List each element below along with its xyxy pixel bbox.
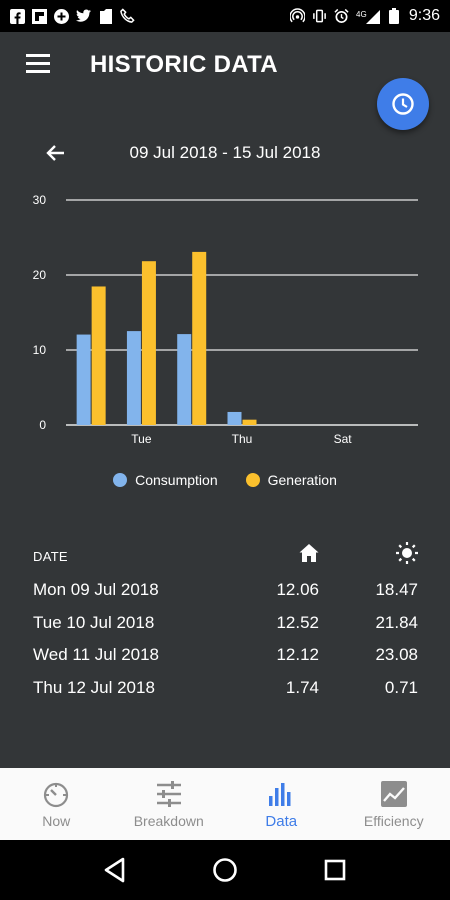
sim-icon [98, 8, 113, 24]
nav-item-now[interactable]: Now [0, 768, 113, 840]
system-navigation-bar [0, 840, 450, 900]
row-consumption: 12.12 [276, 645, 319, 664]
home-icon [298, 542, 320, 564]
hotspot-icon [289, 8, 305, 24]
row-consumption: 12.06 [276, 580, 319, 599]
bar-consumption-tue [126, 331, 141, 425]
row-consumption: 12.52 [276, 612, 319, 632]
legend-dot-generation [245, 473, 260, 487]
row-date: Tue 10 Jul 2018 [33, 612, 155, 632]
app-bar: HISTORIC DATA [0, 32, 450, 96]
table-row: Tue 10 Jul 2018 12.52 21.84 [33, 607, 419, 640]
status-time: 9:36 [408, 7, 440, 24]
recents-square-icon[interactable] [321, 856, 349, 884]
home-circle-icon[interactable] [211, 856, 239, 884]
status-bar: 4G 9:36 [0, 0, 450, 32]
legend-dot-consumption [113, 473, 128, 487]
bar-generation-mon [91, 286, 106, 425]
x-tick-label: Thu [232, 432, 253, 446]
twitter-icon [76, 9, 91, 24]
nav-item-breakdown[interactable]: Breakdown [113, 768, 226, 840]
bar-generation-wed [192, 251, 207, 425]
signal-icon: 4G [356, 9, 380, 24]
bar-consumption-wed [177, 334, 192, 425]
week-range-label: 09 Jul 2018 - 15 Jul 2018 [129, 143, 321, 162]
clock-icon [392, 93, 414, 115]
bottom-navigation: Now Breakdown Data Efficiency [0, 768, 450, 840]
y-tick-label: 20 [33, 268, 47, 282]
back-arrow-icon[interactable] [44, 141, 68, 165]
nav-label-data: Data [265, 813, 298, 830]
y-tick-label: 0 [39, 418, 46, 432]
x-tick-label: Tue [131, 432, 152, 446]
sliders-icon [156, 781, 181, 807]
battery-icon [387, 8, 402, 24]
y-tick-label: 10 [33, 343, 47, 357]
nav-label-breakdown: Breakdown [133, 813, 204, 829]
bar-generation-thu [242, 419, 257, 425]
alarm-icon [334, 8, 349, 24]
table-row: Thu 12 Jul 2018 1.74 0.71 [33, 672, 419, 705]
legend-item-consumption: Consumption [113, 472, 218, 488]
row-generation: 18.47 [375, 580, 418, 599]
flipboard-icon [32, 8, 47, 24]
menu-icon[interactable] [26, 54, 52, 74]
facebook-icon [10, 8, 25, 24]
nav-item-efficiency[interactable]: Efficiency [338, 768, 450, 840]
legend-label-consumption: Consumption [135, 472, 218, 488]
trend-chart-icon [380, 781, 407, 807]
legend-item-generation: Generation [245, 472, 337, 488]
row-generation: 0.71 [384, 677, 418, 697]
x-tick-label: Sat [334, 432, 353, 446]
phone-icon [120, 8, 135, 24]
history-fab-button[interactable] [377, 78, 429, 130]
gauge-icon [44, 782, 69, 808]
row-date: Thu 12 Jul 2018 [33, 677, 155, 697]
row-date: Mon 09 Jul 2018 [33, 580, 159, 599]
network-type-label: 4G [356, 10, 367, 19]
app-screen: HISTORIC DATA 09 Jul 2018 - 15 Jul 2018 … [0, 32, 450, 768]
row-date: Wed 11 Jul 2018 [33, 645, 160, 664]
week-navigation: 09 Jul 2018 - 15 Jul 2018 [0, 138, 450, 168]
chart-legend: Consumption Generation [0, 472, 450, 488]
plus-icon [54, 8, 69, 24]
header-date: DATE [33, 549, 68, 564]
row-generation: 23.08 [375, 645, 418, 664]
nav-label-efficiency: Efficiency [363, 813, 424, 829]
sun-icon [395, 541, 419, 565]
nav-label-now: Now [42, 813, 71, 829]
legend-label-generation: Generation [267, 472, 337, 488]
bar-chart: 0 10 20 30 Tue Thu Sat [0, 182, 450, 462]
bar-chart-icon [269, 783, 291, 806]
back-triangle-icon[interactable] [101, 856, 129, 884]
table-header: DATE [33, 542, 419, 574]
chart-canvas: 0 10 20 30 Tue Thu Sat [33, 193, 418, 446]
bar-consumption-mon [76, 334, 91, 425]
vibrate-icon [312, 9, 327, 24]
bar-generation-tue [141, 261, 156, 425]
data-table: DATE Mon 09 Jul 2018 12.06 18.47 Tue 10 … [33, 542, 419, 704]
page-title: HISTORIC DATA [90, 51, 278, 78]
row-consumption: 1.74 [285, 677, 319, 697]
nav-item-data[interactable]: Data [225, 768, 338, 840]
row-generation: 21.84 [375, 612, 418, 632]
bar-consumption-thu [227, 411, 242, 425]
table-row: Wed 11 Jul 2018 12.12 23.08 [33, 639, 419, 672]
y-tick-label: 30 [33, 193, 47, 207]
table-row: Mon 09 Jul 2018 12.06 18.47 [33, 574, 419, 607]
